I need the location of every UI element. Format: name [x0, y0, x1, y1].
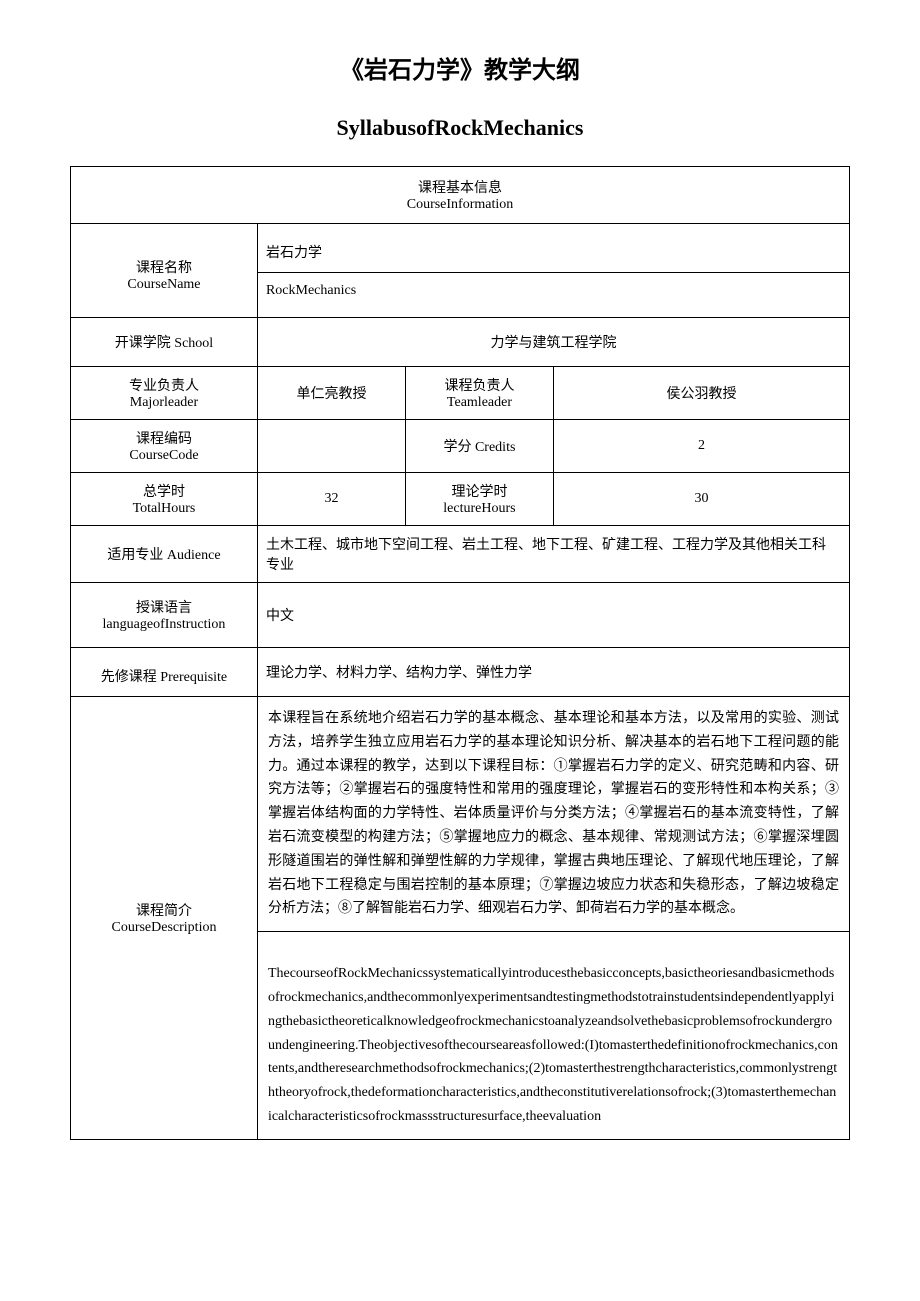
value-total-hours: 32 — [257, 473, 405, 526]
value-description-cn: 本课程旨在系统地介绍岩石力学的基本概念、基本理论和基本方法，以及常用的实验、测试… — [257, 697, 849, 932]
label-total-hours: 总学时 TotalHours — [71, 473, 258, 526]
value-audience: 土木工程、城市地下空间工程、岩土工程、地下工程、矿建工程、工程力学及其他相关工科… — [257, 526, 849, 583]
section-header-cn: 课程基本信息 — [81, 177, 839, 197]
page-title-main: 《岩石力学》教学大纲 — [70, 50, 850, 85]
label-language: 授课语言 languageofInstruction — [71, 583, 258, 648]
value-description-en: ThecourseofRockMechanicssystematicallyin… — [257, 932, 849, 1140]
label-school: 开课学院 School — [71, 318, 258, 367]
section-header: 课程基本信息 CourseInformation — [71, 167, 850, 224]
section-header-en: CourseInformation — [81, 197, 839, 213]
value-school: 力学与建筑工程学院 — [257, 318, 849, 367]
label-credits: 学分 Credits — [405, 420, 553, 473]
label-course-code: 课程编码 CourseCode — [71, 420, 258, 473]
value-prerequisite: 理论力学、材料力学、结构力学、弹性力学 — [257, 648, 849, 697]
label-course-name: 课程名称 CourseName — [71, 224, 258, 318]
value-language: 中文 — [257, 583, 849, 648]
value-lecture-hours: 30 — [553, 473, 849, 526]
label-major-leader: 专业负责人 Majorleader — [71, 367, 258, 420]
value-team-leader: 侯公羽教授 — [553, 367, 849, 420]
value-course-name-en: RockMechanics — [257, 273, 849, 318]
label-audience: 适用专业 Audience — [71, 526, 258, 583]
label-description: 课程简介 CourseDescription — [71, 697, 258, 1140]
label-lecture-hours: 理论学时 lectureHours — [405, 473, 553, 526]
value-credits: 2 — [553, 420, 849, 473]
page-title-sub: SyllabusofRockMechanics — [70, 115, 850, 141]
label-prerequisite: 先修课程 Prerequisite — [71, 648, 258, 697]
value-course-code — [257, 420, 405, 473]
value-course-name-cn: 岩石力学 — [257, 224, 849, 273]
value-major-leader: 单仁亮教授 — [257, 367, 405, 420]
label-team-leader: 课程负责人 Teamleader — [405, 367, 553, 420]
course-info-table: 课程基本信息 CourseInformation 课程名称 CourseName… — [70, 166, 850, 1140]
